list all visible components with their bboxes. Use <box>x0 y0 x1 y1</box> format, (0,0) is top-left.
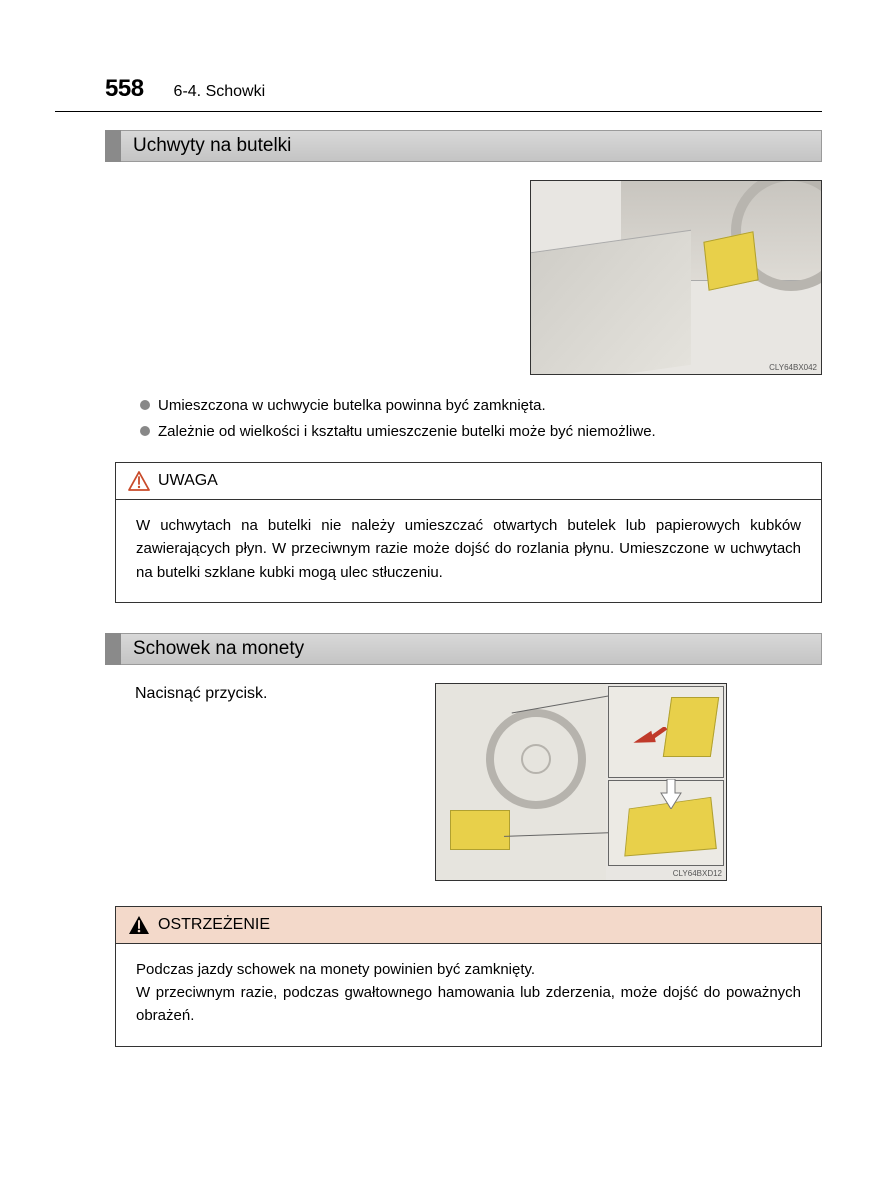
bullet-text: Umieszczona w uchwycie butelka powinna b… <box>158 393 546 419</box>
warning-box: OSTRZEŻENIE Podczas jazdy schowek na mon… <box>115 906 822 1047</box>
bullet-list: Umieszczona w uchwycie butelka powinna b… <box>140 393 822 444</box>
bullet-item: Umieszczona w uchwycie butelka powinna b… <box>140 393 822 419</box>
chapter-title: 6-4. Schowki <box>174 83 266 101</box>
heading-accent <box>105 130 121 162</box>
warning-body-line: W przeciwnym razie, podczas gwałtownego … <box>136 981 801 1028</box>
figure-code: CLY64BX042 <box>769 363 817 372</box>
figure-bottle-holder: CLY64BX042 <box>530 180 822 375</box>
bullet-icon <box>140 400 150 410</box>
warning-body: Podczas jazdy schowek na monety powinien… <box>116 944 821 1046</box>
illustration-steering-wheel <box>486 709 586 809</box>
caution-box: UWAGA W uchwytach na butelki nie należy … <box>115 462 822 603</box>
warning-body-line: Podczas jazdy schowek na monety powinien… <box>136 958 801 981</box>
warning-triangle-icon <box>128 915 150 935</box>
illustration-wheel-hub <box>521 744 551 774</box>
illustration-main-panel <box>436 684 606 880</box>
caution-label: UWAGA <box>158 472 218 490</box>
illustration-highlight-coinbox <box>450 810 510 850</box>
warning-header: OSTRZEŻENIE <box>116 907 821 944</box>
header-rule <box>55 111 822 112</box>
illustration-highlight-pocket <box>703 231 758 291</box>
arrow-open-icon <box>659 779 683 814</box>
bullet-text: Zależnie od wielkości i kształtu umieszc… <box>158 419 656 445</box>
instruction-text: Nacisnąć przycisk. <box>135 683 395 703</box>
bullet-icon <box>140 426 150 436</box>
section-heading-coin-holder: Schowek na monety <box>105 633 822 665</box>
caution-body: W uchwytach na butelki nie należy umiesz… <box>116 500 821 602</box>
section-heading-bottle-holders: Uchwyty na butelki <box>105 130 822 162</box>
page-number: 558 <box>105 75 144 103</box>
figure-code: CLY64BXD12 <box>673 869 722 878</box>
arrow-press-icon <box>633 727 669 756</box>
illustration-inset-closed <box>608 686 724 778</box>
illustration-inset-open <box>608 780 724 866</box>
illustration-seat <box>531 230 691 375</box>
warning-label: OSTRZEŻENIE <box>158 916 270 934</box>
caution-triangle-icon <box>128 471 150 491</box>
bullet-item: Zależnie od wielkości i kształtu umieszc… <box>140 419 822 445</box>
caution-header: UWAGA <box>116 463 821 500</box>
illustration-inset-panel <box>663 697 719 757</box>
heading-label: Uchwyty na butelki <box>121 130 822 162</box>
heading-label: Schowek na monety <box>121 633 822 665</box>
heading-accent <box>105 633 121 665</box>
figure-coin-holder: CLY64BXD12 <box>435 683 727 881</box>
